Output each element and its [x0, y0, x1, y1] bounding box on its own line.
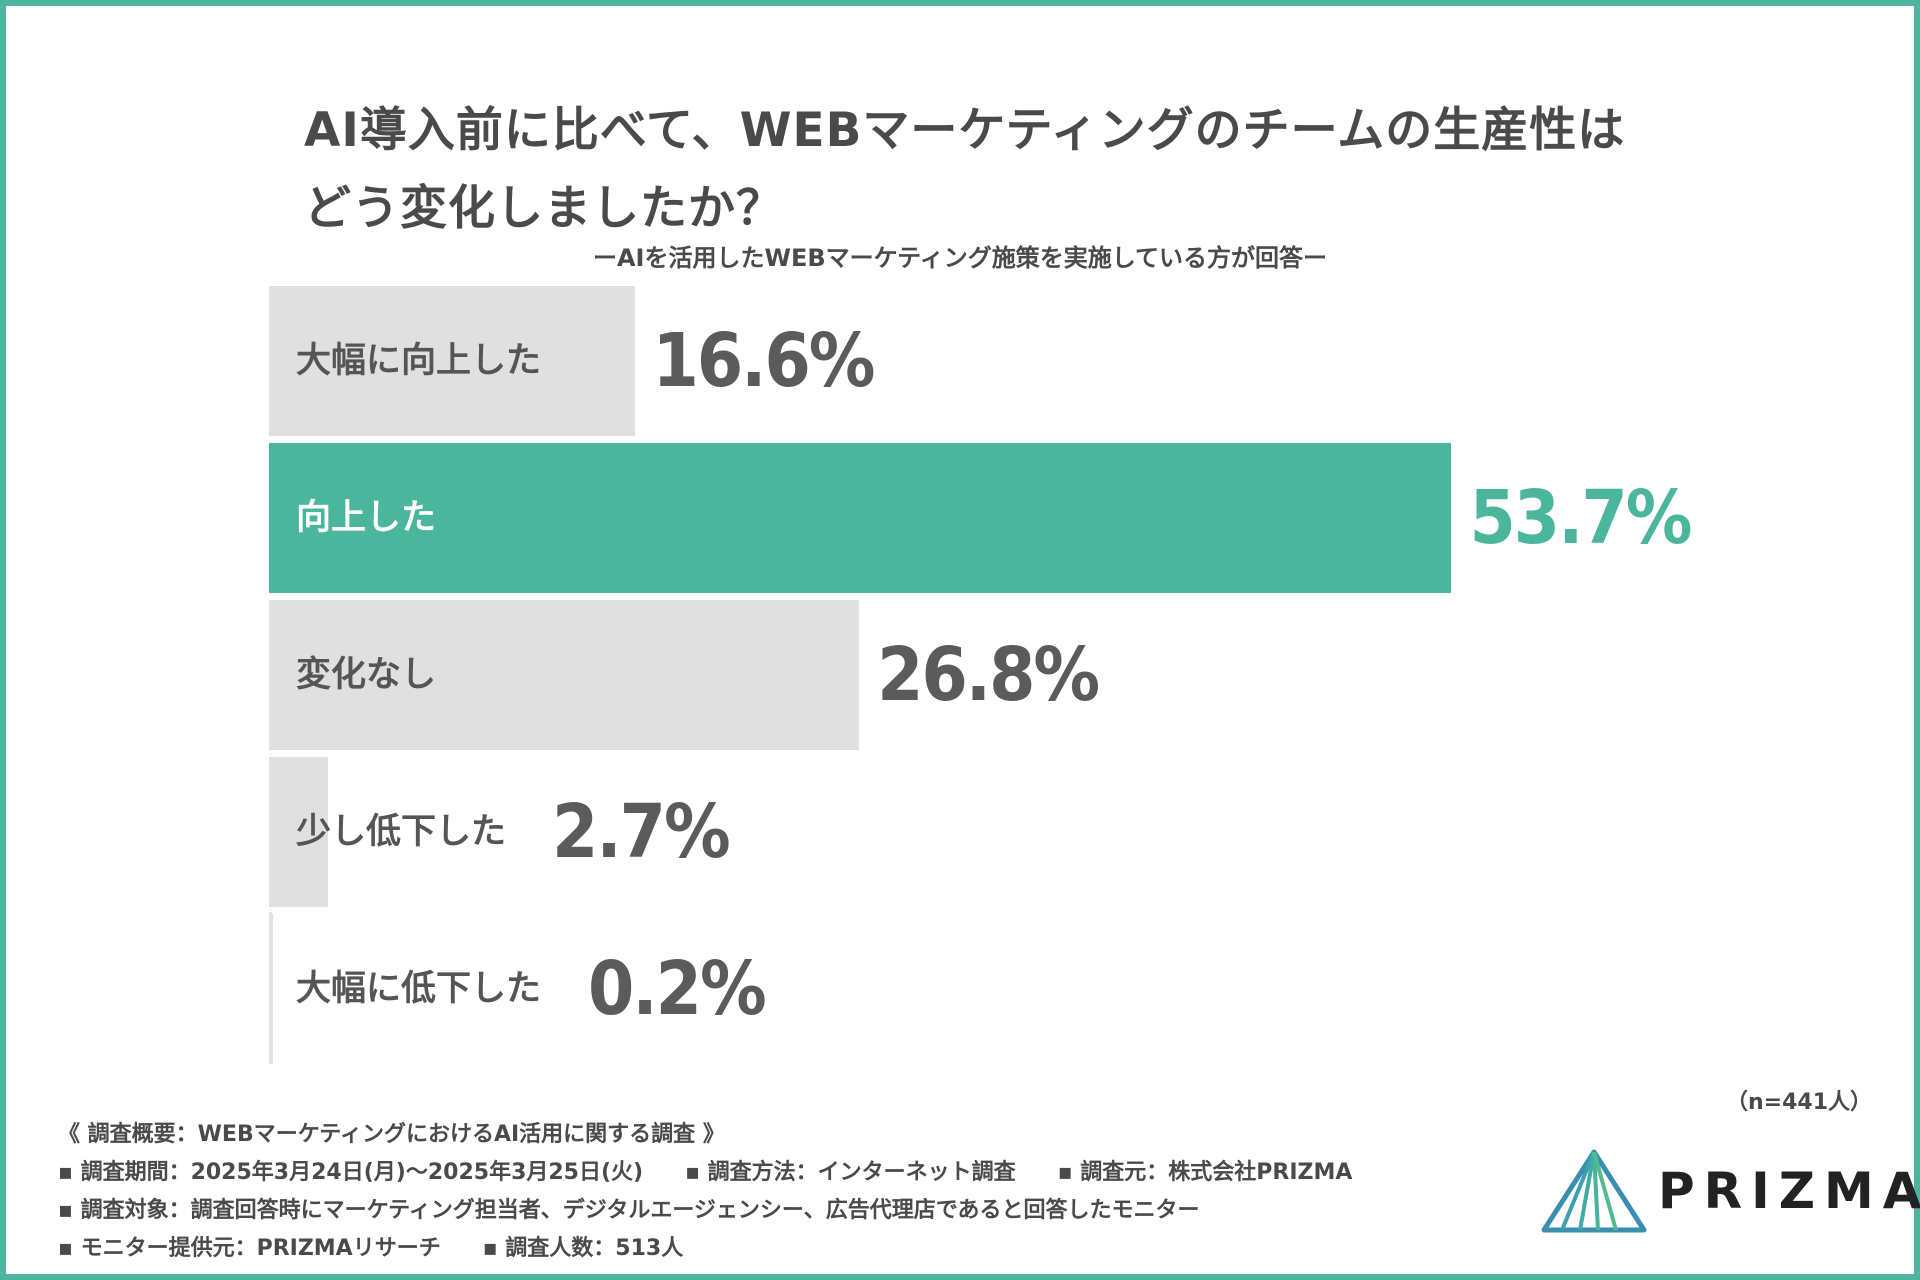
bar-2	[269, 443, 1452, 593]
prizma-logo-text: PRIZMA	[1658, 1162, 1920, 1220]
bar-1	[269, 286, 635, 436]
chart-title-line-1: AI導入前に比べて、WEBマーケティングのチームの生産性は	[304, 103, 1626, 158]
value-label-5: 0.2%	[588, 946, 767, 1032]
chart-title-line-2: どう変化しましたか？	[304, 181, 784, 236]
chart-subtitle: ーAIを活用したWEBマーケティング施策を実施している方が回答ー	[592, 244, 1328, 272]
survey-heading: 《 調査概要：WEBマーケティングにおけるAI活用に関する調査 》	[58, 1122, 725, 1147]
sample-size: （n=441人）	[1726, 1090, 1873, 1115]
survey-period: ▪ 調査期間：2025年3月24日(月)〜2025年3月25日(火)	[58, 1160, 644, 1185]
category-label-2: 向上した	[296, 498, 437, 538]
value-label-3: 26.8%	[877, 632, 1100, 718]
prizma-logo: PRIZMA	[1540, 1146, 1920, 1236]
bar-4	[269, 757, 329, 907]
survey-notes: 《 調査概要：WEBマーケティングにおけるAI活用に関する調査 》 ▪ 調査期間…	[58, 1116, 1352, 1268]
bar-5	[269, 914, 274, 1064]
value-label-2: 53.7%	[1469, 475, 1692, 561]
chart-title: AI導入前に比べて、WEBマーケティングのチームの生産性は どう変化しましたか？	[304, 92, 1704, 248]
category-label-5: 大幅に低下した	[296, 969, 542, 1009]
survey-method: ▪ 調査方法：インターネット調査	[685, 1160, 1016, 1185]
category-label-3: 変化なし	[296, 655, 437, 695]
survey-count: ▪ 調査人数：513人	[482, 1236, 684, 1261]
survey-target: ▪ 調査対象：調査回答時にマーケティング担当者、デジタルエージェンシー、広告代理…	[58, 1198, 1200, 1223]
survey-source: ▪ 調査元：株式会社PRIZMA	[1057, 1160, 1353, 1185]
value-label-1: 16.6%	[652, 318, 876, 404]
prism-triangle-icon	[1541, 1149, 1647, 1233]
category-label-1: 大幅に向上した	[296, 341, 542, 381]
bar-3	[269, 600, 860, 750]
survey-row-1: ▪ 調査期間：2025年3月24日(月)〜2025年3月25日(火) ▪ 調査方法…	[58, 1154, 1352, 1192]
value-label-4: 2.7%	[552, 789, 731, 875]
survey-row-3: ▪ モニター提供元：PRIZMAリサーチ ▪ 調査人数：513人	[58, 1230, 1352, 1268]
survey-provider: ▪ モニター提供元：PRIZMAリサーチ	[58, 1236, 441, 1261]
category-label-4: 少し低下した	[296, 812, 507, 852]
